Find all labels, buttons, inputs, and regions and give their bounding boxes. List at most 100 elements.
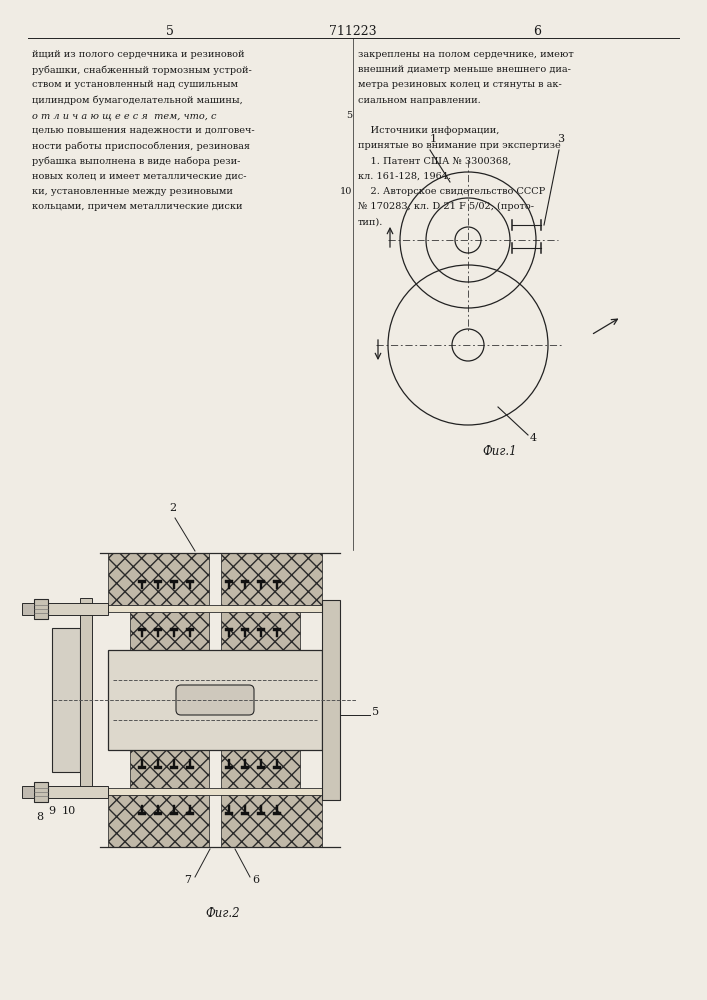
Bar xyxy=(257,628,265,631)
Text: рубашки, снабженный тормозным устрой-: рубашки, снабженный тормозным устрой- xyxy=(32,65,252,75)
Bar xyxy=(52,628,80,772)
Bar xyxy=(170,628,178,631)
Bar xyxy=(276,631,279,637)
Bar xyxy=(186,628,194,631)
Bar xyxy=(138,812,146,815)
Text: 2. Авторское свидетельство СССР: 2. Авторское свидетельство СССР xyxy=(358,187,545,196)
Bar xyxy=(22,602,34,614)
Bar xyxy=(186,812,194,815)
Text: метра резиновых колец и стянуты в ак-: метра резиновых колец и стянуты в ак- xyxy=(358,80,562,89)
Text: закреплены на полом сердечнике, имеют: закреплены на полом сердечнике, имеют xyxy=(358,50,574,59)
Bar xyxy=(48,602,108,614)
Text: цилиндром бумагоделательной машины,: цилиндром бумагоделательной машины, xyxy=(32,96,243,105)
Text: 6: 6 xyxy=(252,875,259,885)
Text: 9: 9 xyxy=(49,806,56,816)
Text: 10: 10 xyxy=(339,187,352,196)
Bar xyxy=(241,628,249,631)
Bar xyxy=(259,805,262,812)
Bar xyxy=(221,612,300,650)
Bar xyxy=(173,759,175,766)
Bar xyxy=(186,580,194,583)
Bar xyxy=(108,605,322,612)
Bar xyxy=(225,766,233,769)
Text: принятые во внимание при экспертизе: принятые во внимание при экспертизе xyxy=(358,141,561,150)
Bar xyxy=(228,805,230,812)
Bar xyxy=(273,628,281,631)
Bar xyxy=(228,631,230,637)
Text: Источники информации,: Источники информации, xyxy=(358,126,499,135)
Text: 6: 6 xyxy=(533,25,541,38)
Bar xyxy=(130,750,209,788)
Text: рубашка выполнена в виде набора рези-: рубашка выполнена в виде набора рези- xyxy=(32,156,240,166)
Bar xyxy=(138,766,146,769)
Bar xyxy=(225,812,233,815)
Bar xyxy=(108,650,322,750)
Bar xyxy=(228,759,230,766)
Bar xyxy=(141,631,144,637)
Bar xyxy=(157,631,159,637)
Bar xyxy=(276,805,279,812)
Text: сиальном направлении.: сиальном направлении. xyxy=(358,96,481,105)
Bar xyxy=(225,580,233,583)
Bar xyxy=(154,812,162,815)
Text: Фиг.1: Фиг.1 xyxy=(482,445,517,458)
Bar xyxy=(108,788,322,795)
Bar xyxy=(34,782,48,802)
Text: № 170283, кл. D 21 F 5/02, (прото-: № 170283, кл. D 21 F 5/02, (прото- xyxy=(358,202,534,211)
Bar xyxy=(244,631,246,637)
Bar xyxy=(170,812,178,815)
Bar xyxy=(130,612,209,650)
Bar xyxy=(138,628,146,631)
Bar xyxy=(241,766,249,769)
Bar xyxy=(80,598,92,798)
Text: о т л и ч а ю щ е е с я  тем, что, с: о т л и ч а ю щ е е с я тем, что, с xyxy=(32,111,216,120)
Bar xyxy=(225,628,233,631)
Text: йщий из полого сердечника и резиновой: йщий из полого сердечника и резиновой xyxy=(32,50,245,59)
Text: 5: 5 xyxy=(346,111,352,120)
Bar xyxy=(48,786,108,798)
Bar xyxy=(257,580,265,583)
Text: тип).: тип). xyxy=(358,217,383,226)
Text: 5: 5 xyxy=(166,25,174,38)
Bar xyxy=(157,759,159,766)
Bar xyxy=(259,631,262,637)
Bar xyxy=(141,583,144,589)
Bar xyxy=(173,583,175,589)
Text: ности работы приспособления, резиновая: ности работы приспособления, резиновая xyxy=(32,141,250,151)
Text: 3: 3 xyxy=(557,134,564,144)
Bar xyxy=(154,628,162,631)
Bar xyxy=(157,583,159,589)
Text: 1. Патент США № 3300368,: 1. Патент США № 3300368, xyxy=(358,156,511,165)
Bar xyxy=(259,583,262,589)
Bar xyxy=(244,583,246,589)
Bar xyxy=(228,583,230,589)
Bar xyxy=(221,553,322,605)
Bar xyxy=(221,795,322,847)
Bar xyxy=(170,580,178,583)
Text: кл. 161-128, 1964.: кл. 161-128, 1964. xyxy=(358,172,451,181)
Bar xyxy=(273,580,281,583)
Bar xyxy=(241,812,249,815)
Bar xyxy=(138,580,146,583)
Bar xyxy=(173,805,175,812)
FancyBboxPatch shape xyxy=(176,685,254,715)
Bar xyxy=(189,805,191,812)
Bar xyxy=(244,805,246,812)
Text: 4: 4 xyxy=(530,433,537,443)
Bar xyxy=(34,598,48,618)
Text: кольцами, причем металлические диски: кольцами, причем металлические диски xyxy=(32,202,243,211)
Bar xyxy=(154,766,162,769)
Bar xyxy=(189,631,191,637)
Text: 5: 5 xyxy=(372,707,379,717)
Bar xyxy=(276,583,279,589)
Text: Фиг.2: Фиг.2 xyxy=(205,907,240,920)
Bar xyxy=(273,812,281,815)
Text: ством и установленный над сушильным: ством и установленный над сушильным xyxy=(32,80,238,89)
Bar xyxy=(259,759,262,766)
Bar xyxy=(157,805,159,812)
Bar xyxy=(170,766,178,769)
Bar xyxy=(241,580,249,583)
Text: 2: 2 xyxy=(170,503,177,513)
Bar xyxy=(186,766,194,769)
Bar xyxy=(22,786,34,798)
